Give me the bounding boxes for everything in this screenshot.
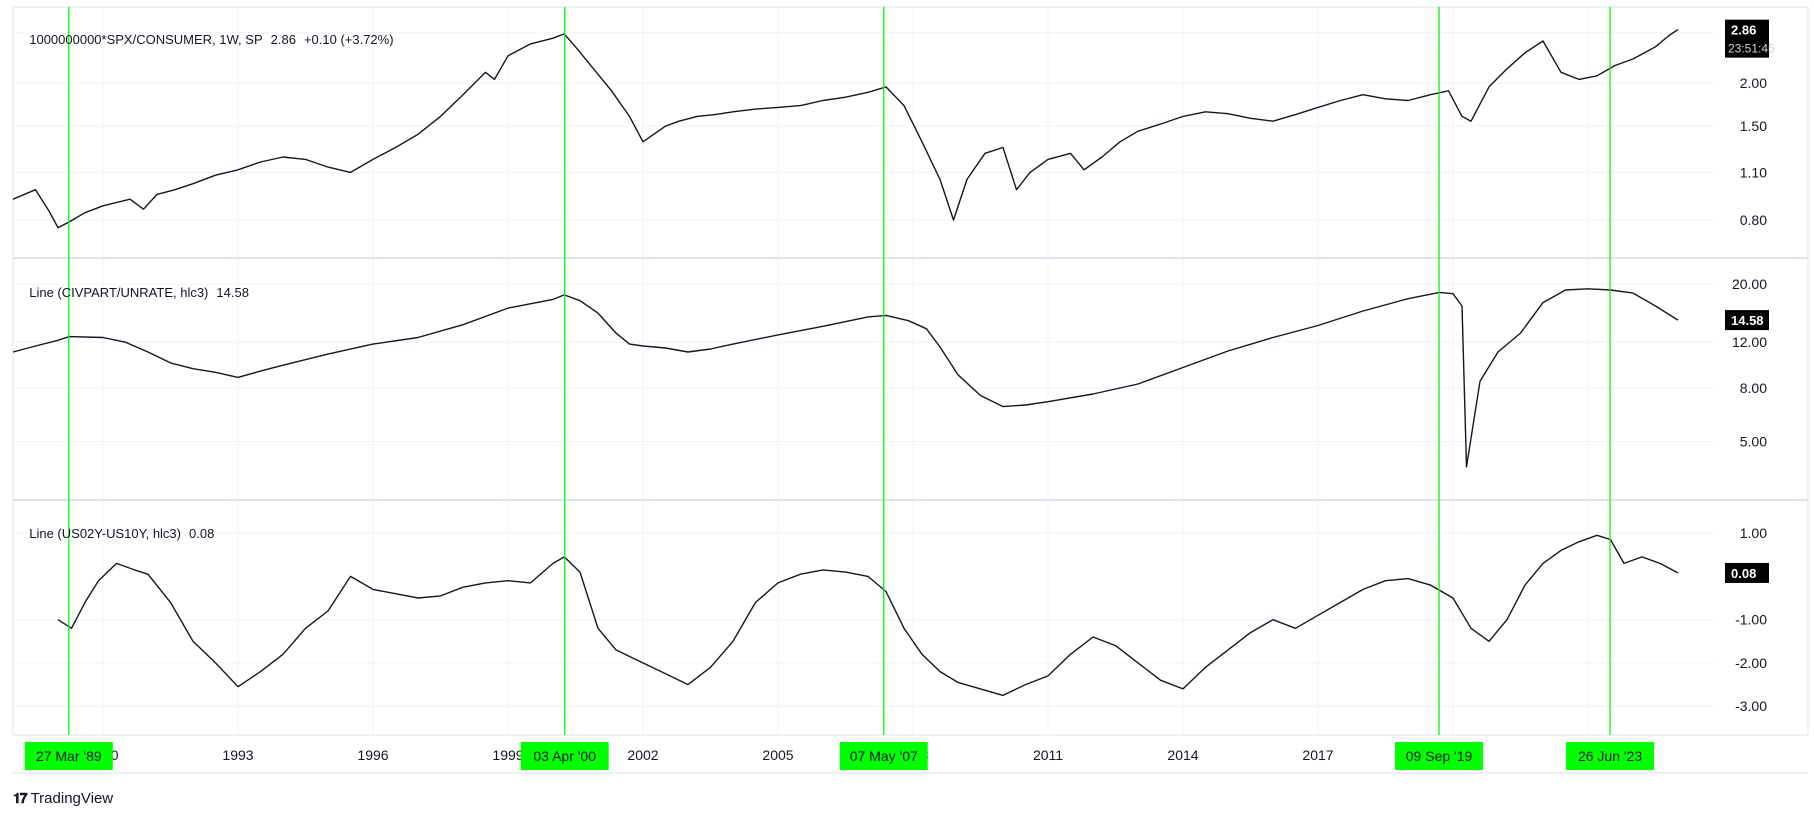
date-flag-label: 07 May '07	[850, 748, 918, 764]
legend-civpart-symbol: Line (CIVPART/UNRATE, hlc3)	[29, 285, 209, 300]
y-tick-label: 1.50	[1740, 118, 1767, 134]
date-flag	[1395, 742, 1484, 770]
x-tick-label: 2014	[1167, 747, 1198, 763]
date-flag	[520, 742, 609, 770]
y-tick-label: 20.00	[1732, 276, 1767, 292]
y-tick-label: 0.80	[1740, 212, 1767, 228]
x-tick-label: 2017	[1302, 747, 1333, 763]
y-tick-label: 1.10	[1740, 164, 1767, 180]
date-flag-label: 03 Apr '00	[533, 748, 596, 764]
x-tick-label: 2005	[762, 747, 793, 763]
y-tick-label: -2.00	[1735, 655, 1767, 671]
legend-spx-symbol: 1000000000*SPX/CONSUMER, 1W, SP	[29, 32, 263, 47]
date-flag	[839, 742, 928, 770]
x-tick-label: 1999	[492, 747, 523, 763]
date-flag-label: 09 Sep '19	[1406, 748, 1473, 764]
series-line-spx	[12, 29, 1679, 229]
y-tick-label: -3.00	[1735, 698, 1767, 714]
last-value-badge	[1725, 562, 1769, 583]
last-value-text: 0.08	[1731, 566, 1756, 581]
y-tick-label: 1.00	[1740, 525, 1767, 541]
x-tick-label: 1996	[357, 747, 388, 763]
y-tick-label: -1.00	[1735, 612, 1767, 628]
x-tick-label: 1993	[222, 747, 253, 763]
brand-label: TradingView	[30, 790, 114, 807]
date-flag	[24, 742, 113, 770]
last-value-badge	[1725, 310, 1769, 331]
legend-spread-symbol: Line (US02Y-US10Y, hlc3)	[29, 526, 181, 541]
tradingview-brand[interactable]: 𝟏𝟕 TradingView	[13, 790, 113, 807]
date-flag-label: 26 Jun '23	[1578, 748, 1642, 764]
y-tick-label: 5.00	[1740, 434, 1767, 450]
last-value-badge	[1725, 19, 1769, 58]
countdown-text: 23:51:45	[1728, 42, 1775, 56]
last-value-text: 2.86	[1731, 23, 1756, 38]
series-line-spread	[57, 534, 1679, 697]
date-flag	[1566, 742, 1655, 770]
y-tick-label: 2.00	[1740, 75, 1767, 91]
series-line-civpart	[12, 288, 1679, 468]
y-tick-label: 12.00	[1732, 334, 1767, 350]
chart-frame	[12, 6, 1809, 736]
legend-spread-value: 0.08	[189, 526, 215, 541]
date-flag-label: 27 Mar '89	[36, 748, 102, 764]
tradingview-logo-icon: 𝟏𝟕	[13, 790, 28, 806]
legend-spx-value: 2.86	[270, 32, 296, 47]
x-tick-label: 2011	[1033, 747, 1063, 763]
legend-spread: Line (US02Y-US10Y, hlc3) 0.08	[22, 511, 222, 541]
legend-civpart-value: 14.58	[216, 285, 249, 300]
legend-spx: 1000000000*SPX/CONSUMER, 1W, SP 2.86 +0.10…	[22, 17, 402, 47]
legend-spx-change: +0.10 (+3.72%)	[303, 32, 394, 47]
x-tick-label: 2002	[627, 747, 658, 763]
y-tick-label: 8.00	[1740, 380, 1767, 396]
last-value-text: 14.58	[1731, 313, 1764, 328]
legend-civpart: Line (CIVPART/UNRATE, hlc3) 14.58	[22, 270, 257, 300]
